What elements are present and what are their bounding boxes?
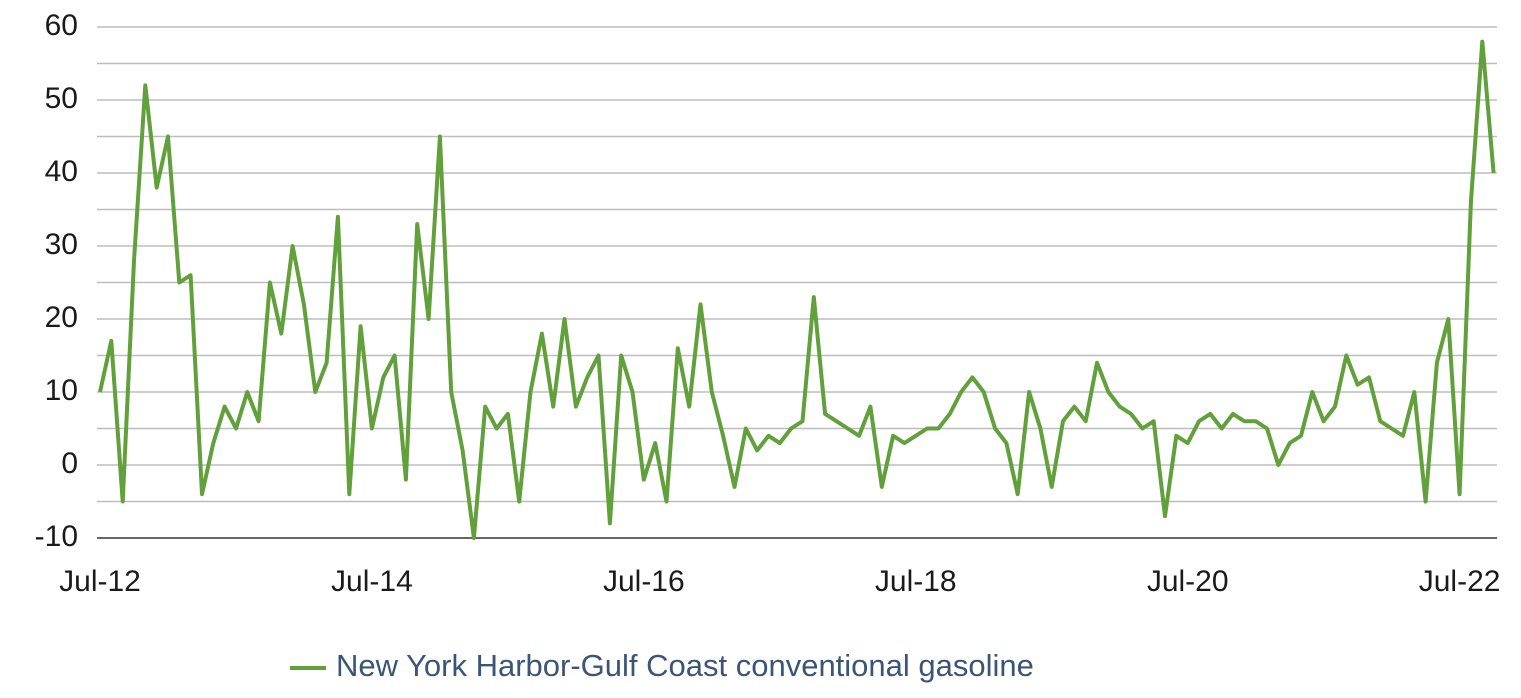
x-tick-label: Jul-18 bbox=[875, 565, 957, 598]
y-tick-label: 30 bbox=[45, 228, 78, 261]
x-tick-label: Jul-22 bbox=[1419, 565, 1501, 598]
y-tick-label: 40 bbox=[45, 155, 78, 188]
y-tick-label: -10 bbox=[35, 520, 78, 553]
y-tick-label: 60 bbox=[45, 9, 78, 42]
legend-label: New York Harbor-Gulf Coast conventional … bbox=[336, 648, 1034, 683]
x-tick-label: Jul-14 bbox=[331, 565, 413, 598]
y-tick-label: 10 bbox=[45, 374, 78, 407]
x-tick-label: Jul-12 bbox=[59, 565, 141, 598]
y-tick-label: 0 bbox=[61, 447, 78, 480]
x-tick-label: Jul-16 bbox=[603, 565, 685, 598]
data-line bbox=[98, 39, 1496, 540]
y-tick-label: 50 bbox=[45, 82, 78, 115]
y-tick-label: 20 bbox=[45, 301, 78, 334]
x-tick-label: Jul-20 bbox=[1147, 565, 1229, 598]
